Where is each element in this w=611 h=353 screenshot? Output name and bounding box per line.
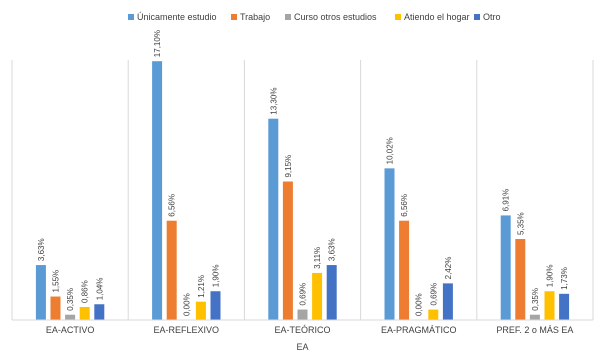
bar-ea-reflexivo-trabajo: [166, 220, 177, 320]
x-axis-title: EA: [296, 342, 308, 352]
data-label-pref-2-o-mas-ea-otro: 1,73%: [560, 267, 569, 290]
legend-label-unicamente-estudio: Únicamente estudio: [137, 12, 217, 22]
bar-pref-2-o-mas-ea-otro: [559, 293, 570, 320]
bar-ea-reflexivo-atiendo-el-hogar: [195, 301, 206, 320]
x-tick-label-ea-reflexivo: EA-REFLEXIVO: [154, 325, 220, 335]
data-labels: 3,63% 1,55% 0,35% 0,86% 1,04% 17,10% 6,56% 0,00…: [37, 30, 569, 316]
x-tick-label-ea-teorico: EA-TEÓRICO: [274, 325, 330, 335]
bar-ea-teorico-atiendo-el-hogar: [312, 272, 323, 320]
data-label-ea-pragmatico-unicamente-estudio: 10,02%: [386, 137, 395, 164]
legend-item-trabajo: Trabajo: [231, 12, 270, 22]
data-label-ea-pragmatico-atiendo-el-hogar: 0,69%: [429, 283, 438, 306]
x-tick-label-ea-activo: EA-ACTIVO: [46, 325, 95, 335]
data-label-ea-pragmatico-trabajo: 6,56%: [400, 194, 409, 217]
data-label-ea-activo-otro: 1,04%: [95, 278, 104, 301]
data-label-pref-2-o-mas-ea-trabajo: 5,35%: [516, 212, 525, 235]
legend-label-otro: Otro: [483, 12, 501, 22]
legend: Únicamente estudio Trabajo Curso otros est…: [128, 12, 501, 22]
legend-item-curso-otros-estudios: Curso otros estudios: [285, 12, 377, 22]
data-label-ea-pragmatico-curso-otros-estudios: 0,00%: [415, 293, 424, 316]
data-label-pref-2-o-mas-ea-unicamente-estudio: 6,91%: [502, 189, 511, 212]
data-label-ea-pragmatico-otro: 2,42%: [444, 257, 453, 280]
data-label-ea-teorico-curso-otros-estudios: 0,69%: [299, 283, 308, 306]
bar-ea-pragmatico-otro: [442, 283, 453, 320]
bar-pref-2-o-mas-ea-trabajo: [515, 239, 526, 320]
data-label-ea-reflexivo-otro: 1,90%: [212, 265, 221, 288]
legend-item-atiendo-el-hogar: Atiendo el hogar: [395, 12, 470, 22]
bar-ea-reflexivo-unicamente-estudio: [152, 61, 163, 321]
x-axis: EA-ACTIVO EA-REFLEXIVO EA-TEÓRICO EA-PRAGMÁ…: [12, 319, 593, 352]
data-label-ea-teorico-atiendo-el-hogar: 3,11%: [313, 247, 322, 269]
legend-label-atiendo-el-hogar: Atiendo el hogar: [404, 12, 470, 22]
data-label-ea-reflexivo-curso-otros-estudios: 0,00%: [182, 293, 191, 316]
x-tick-label-ea-pragmatico: EA-PRAGMÁTICO: [381, 325, 457, 335]
bars: [35, 61, 570, 321]
bar-ea-activo-trabajo: [50, 296, 61, 320]
data-label-pref-2-o-mas-ea-atiendo-el-hogar: 1,90%: [546, 265, 555, 288]
data-label-pref-2-o-mas-ea-curso-otros-estudios: 0,35%: [531, 288, 540, 311]
legend-item-unicamente-estudio: Únicamente estudio: [128, 12, 217, 22]
data-label-ea-activo-atiendo-el-hogar: 0,86%: [81, 280, 90, 303]
bar-ea-activo-curso-otros-estudios: [65, 314, 76, 320]
bar-ea-teorico-curso-otros-estudios: [297, 309, 308, 320]
legend-label-curso-otros-estudios: Curso otros estudios: [294, 12, 377, 22]
bar-pref-2-o-mas-ea-unicamente-estudio: [500, 215, 511, 320]
legend-swatch-unicamente-estudio: [128, 14, 134, 20]
bar-ea-pragmatico-trabajo: [399, 220, 410, 320]
legend-item-otro: Otro: [474, 12, 501, 22]
data-label-ea-activo-curso-otros-estudios: 0,35%: [66, 288, 75, 311]
bar-ea-teorico-unicamente-estudio: [268, 118, 279, 321]
data-label-ea-reflexivo-unicamente-estudio: 17,10%: [153, 30, 162, 57]
data-label-ea-activo-unicamente-estudio: 3,63%: [37, 238, 46, 261]
legend-swatch-trabajo: [231, 14, 237, 20]
bar-pref-2-o-mas-ea-atiendo-el-hogar: [544, 291, 555, 320]
data-label-ea-activo-trabajo: 1,55%: [52, 270, 61, 293]
bar-ea-reflexivo-otro: [210, 291, 221, 320]
data-label-ea-reflexivo-trabajo: 6,56%: [168, 194, 177, 217]
legend-swatch-atiendo-el-hogar: [395, 14, 401, 20]
bar-ea-activo-otro: [94, 304, 105, 320]
data-label-ea-teorico-otro: 3,63%: [328, 238, 337, 261]
bar-pref-2-o-mas-ea-curso-otros-estudios: [529, 314, 540, 320]
data-label-ea-reflexivo-atiendo-el-hogar: 1,21%: [197, 275, 206, 298]
bar-ea-activo-unicamente-estudio: [35, 265, 46, 320]
bar-ea-teorico-trabajo: [282, 181, 293, 320]
bar-ea-pragmatico-unicamente-estudio: [384, 168, 395, 320]
legend-label-trabajo: Trabajo: [240, 12, 270, 22]
bar-ea-pragmatico-atiendo-el-hogar: [428, 309, 439, 320]
bar-ea-activo-atiendo-el-hogar: [79, 306, 90, 320]
legend-swatch-curso-otros-estudios: [285, 14, 291, 20]
legend-swatch-otro: [474, 14, 480, 20]
data-label-ea-teorico-unicamente-estudio: 13,30%: [269, 88, 278, 115]
data-label-ea-teorico-trabajo: 9,15%: [284, 155, 293, 178]
category-dividers: [11, 60, 594, 320]
bar-ea-teorico-otro: [326, 265, 337, 320]
x-tick-label-pref-2-o-mas-ea: PREF. 2 o MÁS EA: [496, 325, 573, 335]
